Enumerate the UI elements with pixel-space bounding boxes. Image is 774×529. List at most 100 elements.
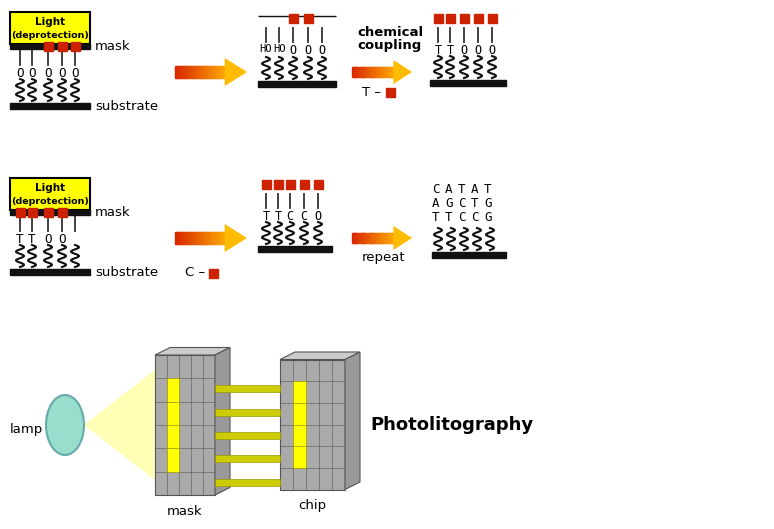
Bar bbox=[368, 67, 369, 77]
Bar bbox=[206, 232, 208, 244]
Text: O: O bbox=[474, 44, 481, 57]
Bar bbox=[187, 66, 189, 78]
Bar bbox=[394, 67, 396, 77]
Bar bbox=[204, 66, 205, 78]
Bar bbox=[175, 66, 176, 78]
Text: (deprotection): (deprotection) bbox=[11, 197, 89, 206]
Bar bbox=[43, 42, 53, 51]
Text: O: O bbox=[488, 44, 495, 57]
Bar bbox=[225, 66, 227, 78]
Polygon shape bbox=[84, 355, 174, 495]
Text: O: O bbox=[71, 67, 79, 80]
Text: T: T bbox=[471, 197, 478, 210]
Bar bbox=[388, 67, 389, 77]
Text: C –: C – bbox=[185, 267, 205, 279]
Bar bbox=[258, 246, 332, 252]
Bar bbox=[375, 67, 377, 77]
Polygon shape bbox=[224, 224, 247, 252]
Bar bbox=[377, 233, 378, 243]
Text: C: C bbox=[458, 211, 465, 224]
Bar bbox=[208, 269, 217, 278]
Bar bbox=[262, 179, 270, 188]
Bar bbox=[207, 66, 209, 78]
Bar bbox=[395, 67, 396, 77]
Bar bbox=[175, 232, 176, 244]
Bar bbox=[390, 233, 392, 243]
Bar bbox=[382, 67, 384, 77]
Bar bbox=[43, 208, 53, 217]
Bar bbox=[303, 14, 313, 23]
Bar bbox=[273, 179, 283, 188]
Bar bbox=[222, 66, 224, 78]
Text: O: O bbox=[44, 233, 52, 246]
Bar bbox=[167, 449, 179, 472]
Polygon shape bbox=[155, 348, 230, 355]
Text: T –: T – bbox=[362, 86, 381, 98]
Text: T: T bbox=[447, 44, 454, 57]
Polygon shape bbox=[393, 226, 412, 250]
Bar bbox=[371, 233, 373, 243]
Bar bbox=[183, 66, 185, 78]
Bar bbox=[10, 12, 90, 44]
Text: T: T bbox=[275, 210, 282, 223]
Bar bbox=[186, 66, 187, 78]
Bar bbox=[380, 233, 382, 243]
Bar bbox=[198, 66, 200, 78]
Bar bbox=[293, 403, 306, 424]
Bar bbox=[286, 179, 294, 188]
Bar bbox=[180, 232, 182, 244]
Bar bbox=[199, 66, 201, 78]
Bar bbox=[222, 232, 224, 244]
Polygon shape bbox=[224, 58, 247, 86]
Bar bbox=[193, 232, 194, 244]
Text: Light: Light bbox=[35, 17, 65, 27]
Bar bbox=[176, 232, 178, 244]
Bar bbox=[359, 67, 361, 77]
Bar bbox=[215, 409, 280, 416]
Bar bbox=[474, 14, 482, 23]
Bar bbox=[218, 232, 220, 244]
Bar bbox=[289, 14, 297, 23]
Bar bbox=[389, 67, 391, 77]
Bar bbox=[215, 385, 280, 393]
Bar bbox=[182, 232, 183, 244]
Bar bbox=[213, 66, 214, 78]
Bar bbox=[211, 232, 214, 244]
Bar bbox=[280, 360, 345, 489]
Bar bbox=[392, 233, 394, 243]
Bar bbox=[361, 67, 363, 77]
Bar bbox=[375, 233, 376, 243]
Bar bbox=[385, 87, 395, 96]
Bar bbox=[198, 232, 200, 244]
Bar bbox=[10, 103, 90, 109]
Text: C: C bbox=[300, 210, 307, 223]
Bar bbox=[190, 232, 192, 244]
Polygon shape bbox=[345, 352, 360, 489]
Bar bbox=[430, 80, 506, 86]
Text: O: O bbox=[44, 67, 52, 80]
Bar bbox=[70, 42, 80, 51]
Bar bbox=[167, 425, 179, 449]
Bar bbox=[388, 233, 389, 243]
Text: HO: HO bbox=[272, 44, 286, 54]
Bar bbox=[362, 67, 364, 77]
Bar bbox=[187, 232, 189, 244]
Bar bbox=[385, 233, 387, 243]
Bar bbox=[378, 233, 379, 243]
Text: HO: HO bbox=[260, 44, 272, 54]
Bar bbox=[215, 455, 280, 462]
Bar bbox=[15, 208, 25, 217]
Text: T: T bbox=[445, 211, 453, 224]
Bar bbox=[220, 232, 221, 244]
Bar bbox=[57, 42, 67, 51]
Bar bbox=[258, 81, 336, 87]
Bar bbox=[370, 67, 372, 77]
Bar bbox=[215, 479, 280, 486]
Bar bbox=[57, 208, 67, 217]
Text: (deprotection): (deprotection) bbox=[11, 31, 89, 40]
Bar bbox=[385, 67, 387, 77]
Bar bbox=[195, 232, 197, 244]
Bar bbox=[368, 233, 369, 243]
Bar bbox=[352, 233, 354, 243]
Text: mask: mask bbox=[95, 206, 131, 219]
